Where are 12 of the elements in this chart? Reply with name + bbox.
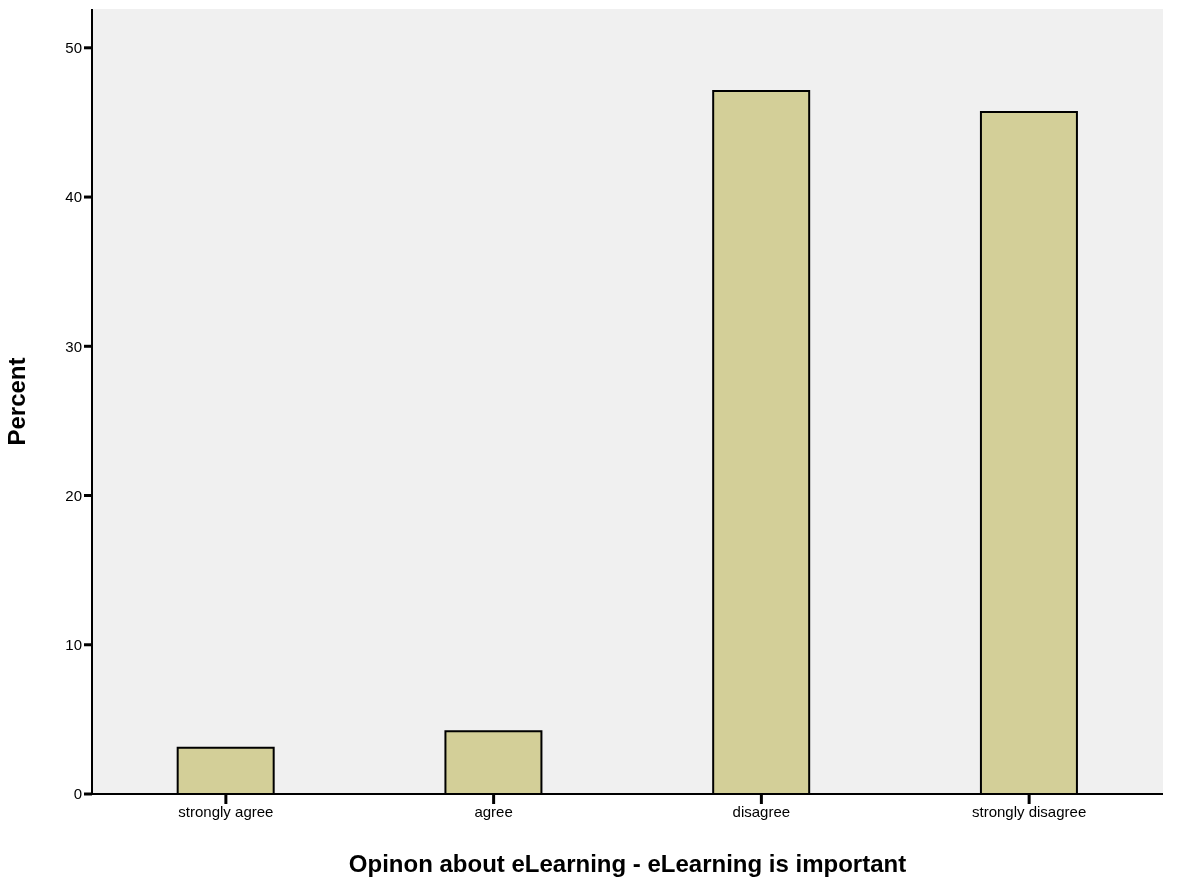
y-tick-label: 30	[65, 337, 82, 355]
x-tick-label: agree	[474, 802, 513, 820]
x-tick-label: strongly disagree	[972, 802, 1087, 820]
y-axis-title: Percent	[2, 357, 30, 446]
y-tick-label: 20	[65, 486, 82, 504]
y-tick-label: 40	[65, 188, 82, 206]
y-tick-label: 50	[65, 39, 82, 57]
x-tick-label: disagree	[732, 802, 791, 820]
y-tick-label: 0	[73, 785, 82, 803]
y-tick-label: 10	[65, 636, 82, 654]
x-axis-title: Opinon about eLearning - eLearning is important	[348, 850, 907, 877]
x-tick-label: strongly agree	[178, 802, 274, 820]
